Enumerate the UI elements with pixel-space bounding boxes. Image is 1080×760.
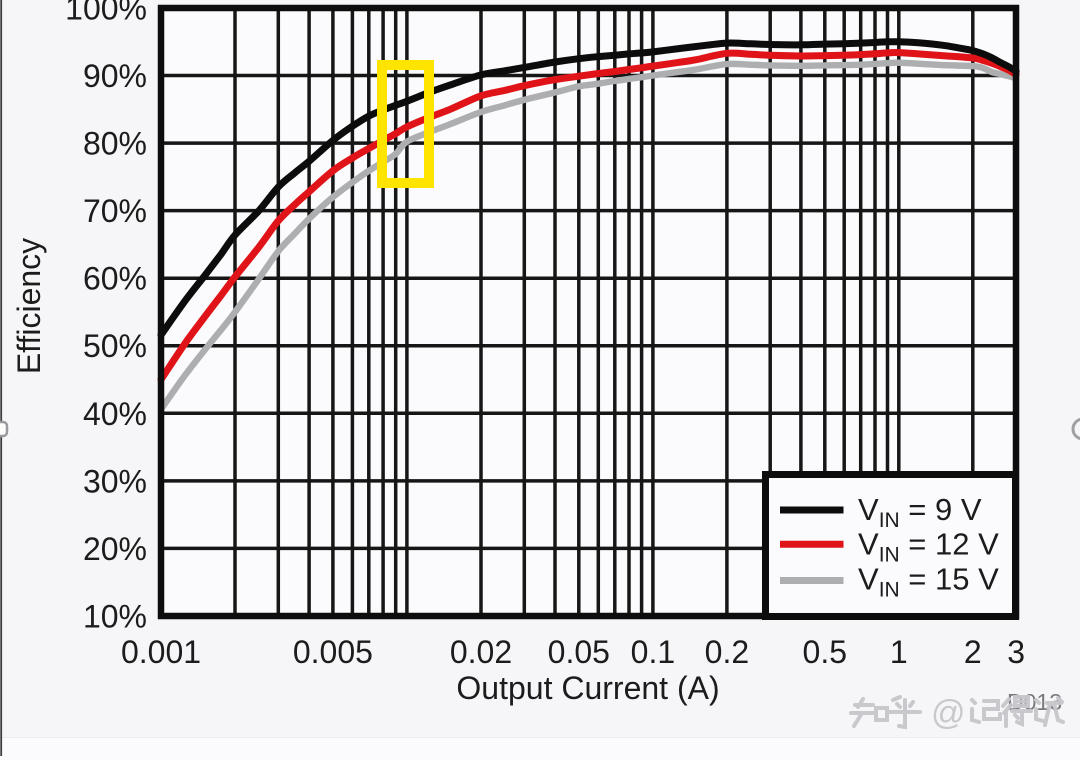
svg-text:100%: 100% — [65, 0, 147, 27]
svg-text:3: 3 — [1007, 634, 1025, 670]
svg-text:40%: 40% — [83, 396, 147, 432]
svg-text:VIN = 9 V: VIN = 9 V — [858, 492, 982, 532]
svg-text:0.2: 0.2 — [705, 634, 749, 670]
svg-text:2: 2 — [964, 634, 982, 670]
svg-text:60%: 60% — [83, 261, 147, 297]
svg-text:30%: 30% — [83, 463, 147, 499]
svg-text:20%: 20% — [83, 531, 147, 567]
svg-text:Efficiency: Efficiency — [11, 238, 47, 374]
svg-text:50%: 50% — [83, 328, 147, 364]
svg-text:VIN = 15 V: VIN = 15 V — [858, 562, 999, 602]
svg-text:0.05: 0.05 — [548, 634, 610, 670]
svg-text:0.005: 0.005 — [293, 634, 373, 670]
svg-text:0.1: 0.1 — [631, 634, 675, 670]
svg-text:80%: 80% — [83, 126, 147, 162]
svg-text:70%: 70% — [83, 193, 147, 229]
svg-text:0.02: 0.02 — [450, 634, 512, 670]
svg-text:0.5: 0.5 — [803, 634, 847, 670]
svg-text:10%: 10% — [83, 599, 147, 635]
svg-text:Output Current (A): Output Current (A) — [456, 670, 719, 706]
svg-text:0.001: 0.001 — [121, 634, 201, 670]
svg-text:90%: 90% — [83, 58, 147, 94]
svg-text:@: @ — [931, 694, 966, 732]
svg-text:1: 1 — [890, 634, 908, 670]
